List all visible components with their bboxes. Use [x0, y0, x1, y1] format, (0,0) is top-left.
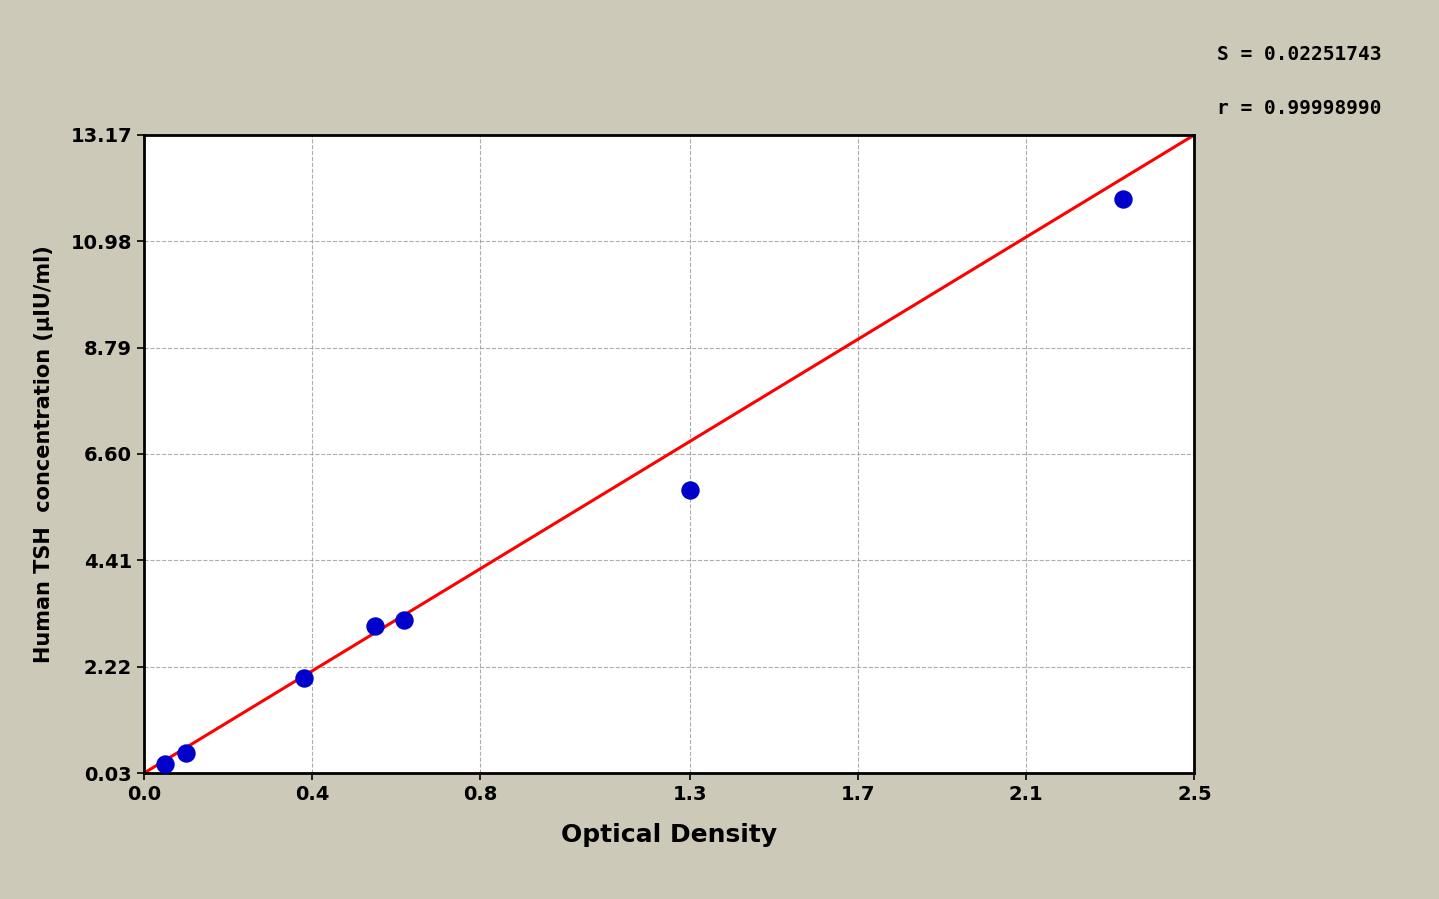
Point — [292, 672, 315, 686]
Text: S = 0.02251743: S = 0.02251743 — [1217, 45, 1381, 64]
Point — [679, 484, 702, 498]
Point — [364, 619, 387, 634]
Point — [154, 757, 177, 771]
X-axis label: Optical Density: Optical Density — [561, 823, 777, 848]
Y-axis label: Human TSH  concentration (μIU/ml): Human TSH concentration (μIU/ml) — [33, 245, 53, 663]
Text: r = 0.99998990: r = 0.99998990 — [1217, 99, 1381, 118]
Point — [1111, 191, 1134, 206]
Point — [174, 745, 197, 760]
Point — [393, 613, 416, 628]
